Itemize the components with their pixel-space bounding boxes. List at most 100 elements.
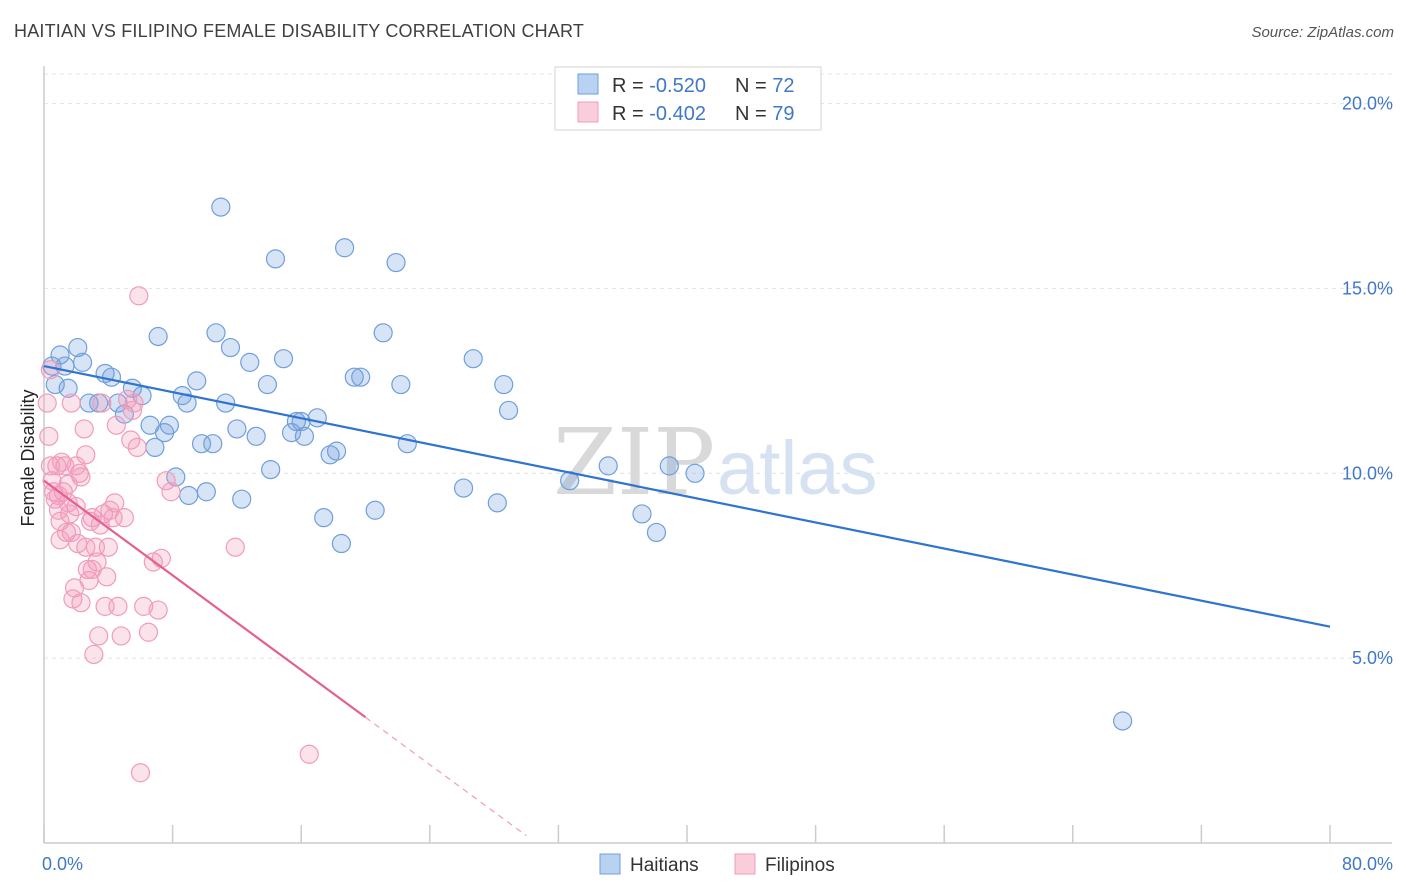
point-haitians-61 [498,400,519,421]
y-axis-title: Female Disability [18,389,38,526]
point-haitians-68 [1113,711,1133,731]
point-haitians-43 [294,426,315,446]
point-filipinos-57 [52,452,72,472]
svg-text:R = -0.520: R = -0.520 [612,75,706,97]
axes [43,66,1392,844]
point-filipinos-1 [39,426,59,446]
point-filipinos-43 [121,430,141,450]
point-filipinos-69 [98,537,118,557]
point-haitians-23 [179,485,199,506]
trend-line-filipinos [43,479,367,719]
trend-line-haitians [43,364,1331,628]
point-haitians-6 [72,352,93,372]
point-filipinos-61 [122,400,143,421]
point-filipinos-68 [82,559,102,580]
stats-legend: R = -0.520 N = 72 R = -0.402 N = 79 [554,66,822,131]
legend-r-value-1: -0.520 [649,75,706,97]
svg-text:N = 72: N = 72 [735,75,795,97]
y-tick-labels: 5.0% 10.0% 15.0% 20.0% [1342,94,1393,669]
point-haitians-37 [261,459,281,480]
legend-n-value-1: 72 [772,75,794,97]
point-haitians-24 [187,371,207,391]
point-filipinos-33 [92,393,112,413]
y-tick-label-2: 15.0% [1342,278,1393,298]
point-haitians-39 [273,349,294,369]
point-haitians-66 [659,456,679,476]
point-haitians-49 [335,238,355,258]
legend-swatch-haitians [577,73,599,95]
point-haitians-54 [386,252,406,273]
series-swatch-filipinos [734,853,756,875]
point-filipinos-22 [71,593,91,613]
legend-swatch-filipinos [577,101,599,123]
point-filipinos-48 [138,622,159,642]
series-label-filipinos: Filipinos [765,855,835,876]
legend-n-value-2: 79 [772,103,794,125]
svg-text:N = 79: N = 79 [735,103,795,125]
point-haitians-40 [281,423,302,443]
point-filipinos-51 [156,471,176,491]
point-haitians-32 [227,419,247,439]
data-points [37,197,1133,783]
point-haitians-10 [101,367,122,387]
watermark-zip: ZIP [553,409,715,516]
point-haitians-55 [391,374,411,395]
point-filipinos-54 [299,744,319,764]
point-haitians-47 [326,441,347,461]
legend-r-value-2: -0.402 [649,103,706,125]
point-haitians-33 [232,489,252,509]
point-haitians-35 [246,426,266,446]
point-haitians-38 [265,249,286,269]
point-filipinos-2 [40,456,61,476]
point-haitians-20 [166,467,186,487]
point-haitians-31 [220,337,241,358]
point-filipinos-32 [89,626,109,646]
series-legend: Haitians Filipinos [599,853,835,876]
point-haitians-64 [632,504,652,524]
legend-box [554,66,822,131]
point-filipinos-23 [74,419,94,439]
point-filipinos-64 [76,537,96,557]
point-haitians-63 [598,456,618,476]
point-haitians-27 [203,434,223,454]
point-filipinos-29 [84,644,104,665]
point-haitians-48 [331,533,351,554]
watermark-atlas: atlas [717,426,878,511]
point-filipinos-52 [161,482,181,502]
legend-n-label-2: N = [735,103,772,125]
x-tick-label-min: 0.0% [42,854,83,874]
series-label-haitians: Haitians [630,855,699,876]
point-filipinos-59 [90,515,110,535]
y-tick-label-3: 20.0% [1342,94,1393,114]
point-haitians-1 [45,374,65,395]
point-haitians-51 [351,367,371,387]
point-haitians-53 [373,323,393,343]
point-haitians-2 [50,345,70,365]
svg-text:R = -0.402: R = -0.402 [612,103,706,125]
point-filipinos-45 [127,437,147,458]
legend-r-label-1: R = [612,75,649,97]
point-filipinos-15 [61,522,81,543]
source-label: Source: ZipAtlas.com [1251,24,1394,41]
point-filipinos-41 [114,508,134,528]
point-filipinos-58 [71,467,91,487]
point-haitians-36 [257,374,278,395]
point-haitians-4 [58,378,78,398]
trend-lines [43,364,1331,837]
point-filipinos-65 [95,596,115,616]
point-filipinos-66 [48,485,69,506]
point-haitians-59 [487,493,507,513]
point-haitians-45 [314,508,334,528]
point-filipinos-24 [76,445,96,465]
point-filipinos-55 [129,286,149,306]
point-filipinos-40 [111,626,131,646]
point-haitians-60 [494,374,514,395]
point-haitians-25 [191,434,212,454]
point-haitians-34 [240,352,260,372]
point-haitians-28 [206,323,226,343]
point-haitians-50 [344,367,364,387]
watermark: ZIP atlas [553,409,878,516]
point-haitians-5 [68,337,88,358]
series-swatch-haitians [599,853,621,875]
